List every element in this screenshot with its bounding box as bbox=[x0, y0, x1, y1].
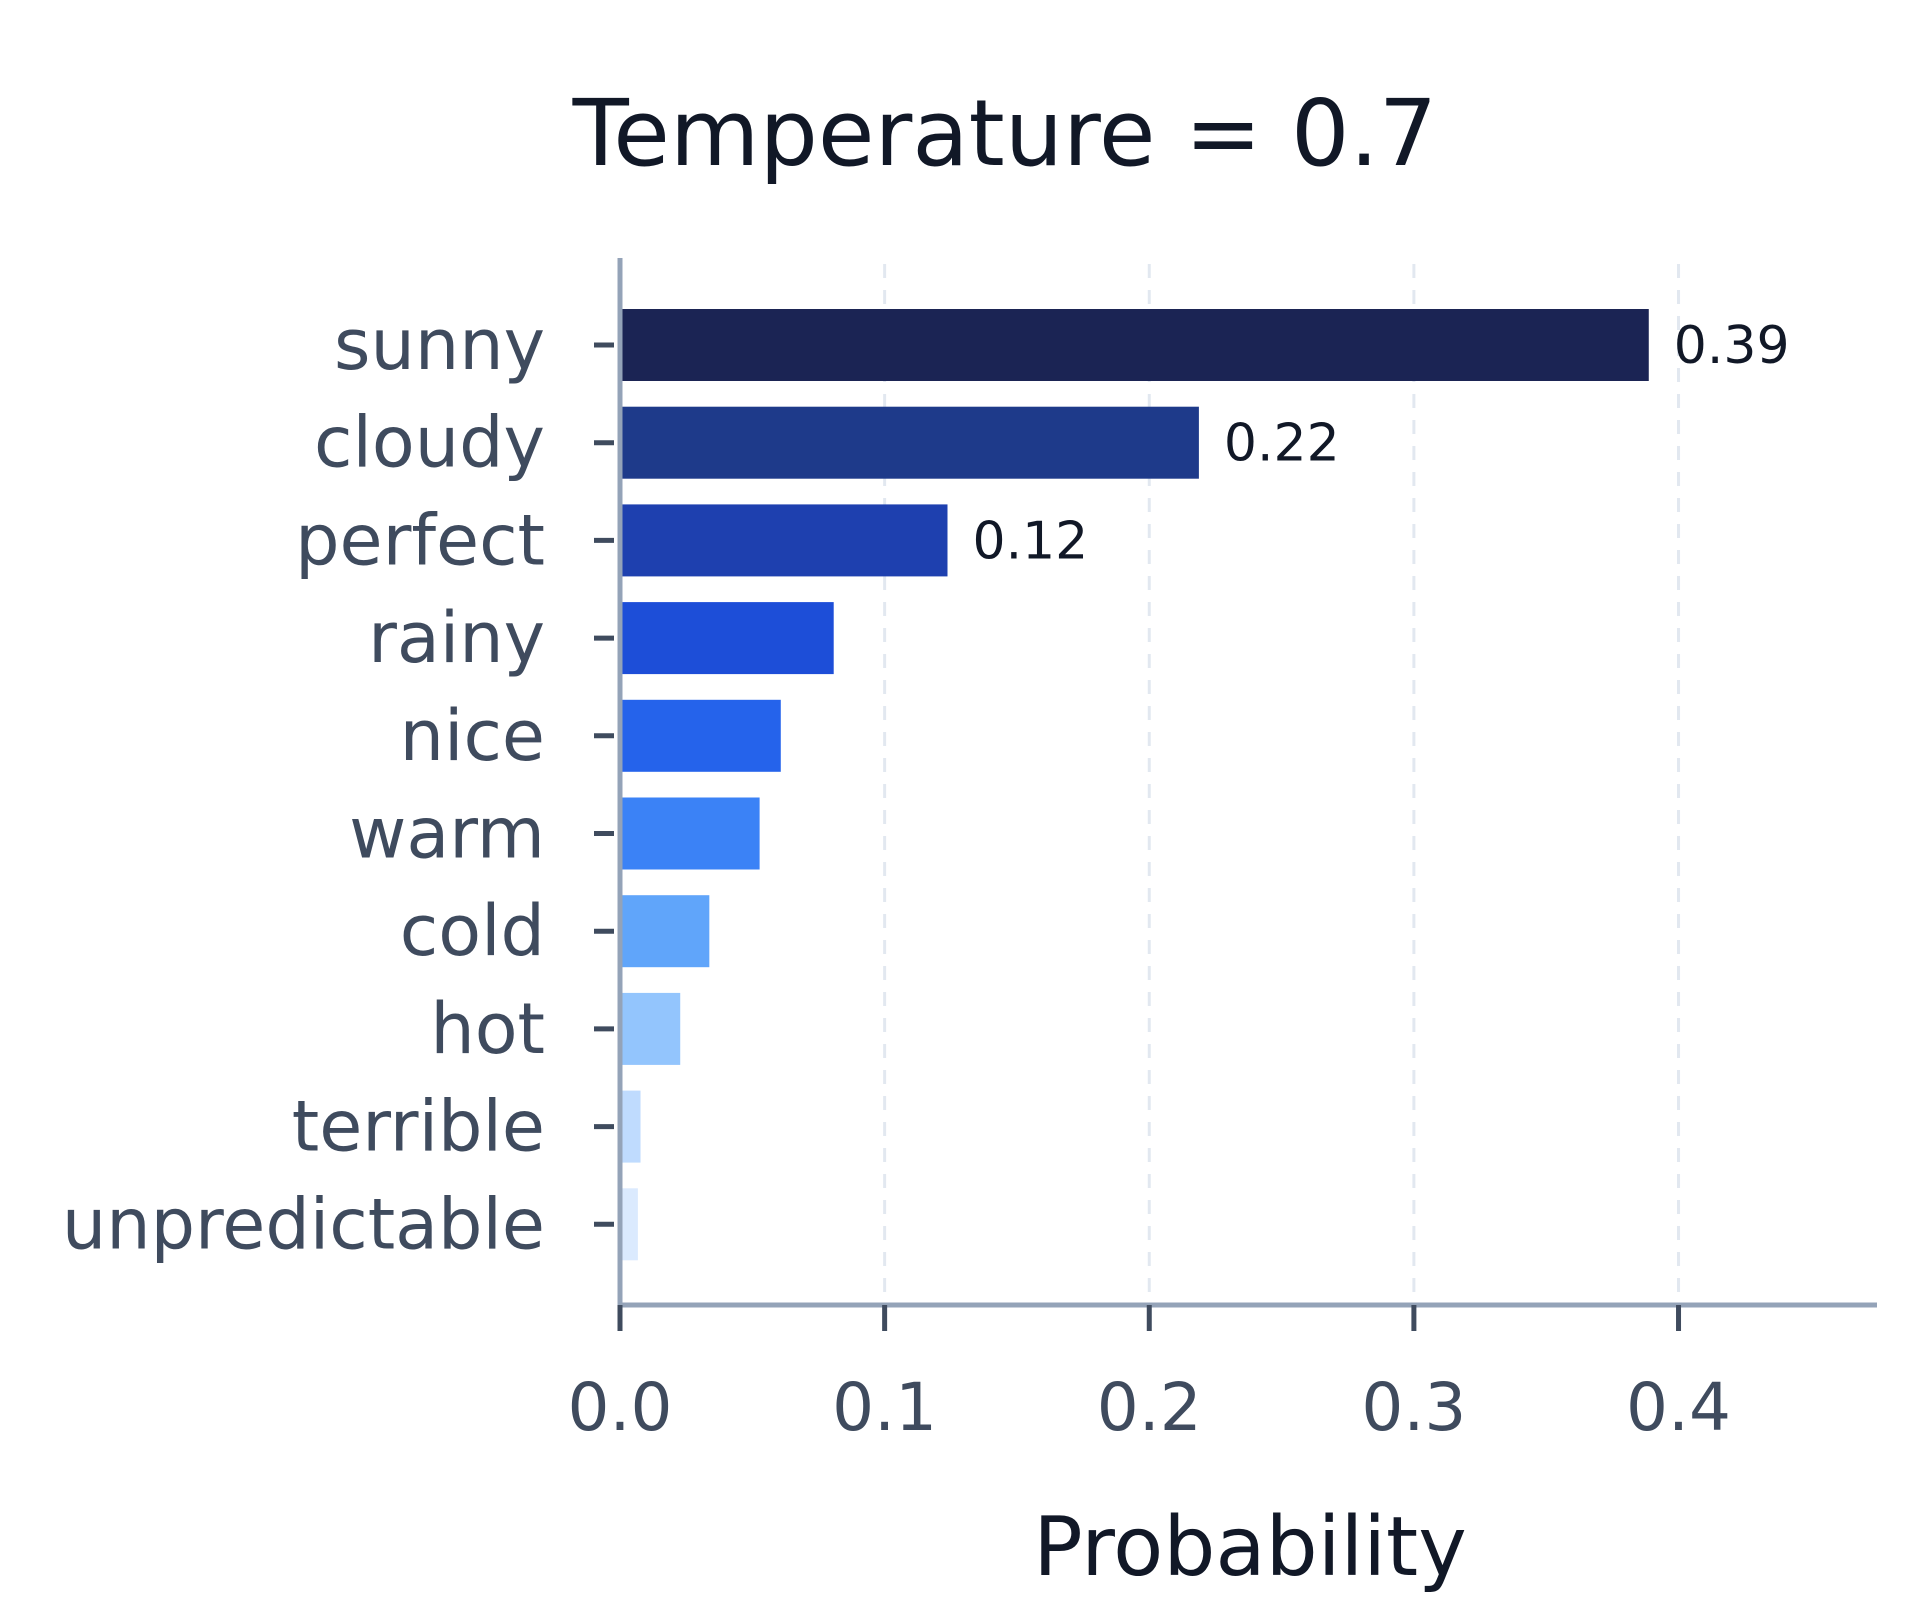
category-label-terrible: terrible bbox=[292, 1086, 545, 1168]
labels-layer: 0.39 sunny 0.22 cloudy 0.12 perfect rainy nice w… bbox=[62, 304, 1790, 1446]
category-label-sunny: sunny bbox=[334, 304, 545, 386]
bar-warm bbox=[622, 797, 760, 870]
grid-layer bbox=[883, 264, 1681, 1305]
bars-layer bbox=[622, 309, 1649, 1261]
category-label-nice: nice bbox=[400, 695, 545, 777]
value-label-sunny: 0.39 bbox=[1674, 316, 1790, 376]
bar-rainy bbox=[622, 602, 834, 675]
x-tick-label-3: 0.3 bbox=[1361, 1369, 1466, 1446]
bar-perfect bbox=[622, 504, 948, 577]
bar-nice bbox=[622, 699, 781, 772]
bar-hot bbox=[622, 992, 681, 1065]
axes-layer bbox=[594, 258, 1877, 1331]
x-tick-label-4: 0.4 bbox=[1626, 1369, 1731, 1446]
bar-terrible bbox=[622, 1090, 641, 1163]
value-label-perfect: 0.12 bbox=[972, 511, 1088, 571]
bar-cold bbox=[622, 895, 710, 968]
chart-title: Temperature = 0.7 bbox=[572, 80, 1438, 187]
bar-cloudy bbox=[622, 406, 1199, 479]
bar-unpredictable bbox=[622, 1188, 638, 1261]
x-tick-label-0: 0.0 bbox=[568, 1369, 673, 1446]
x-tick-label-1: 0.1 bbox=[832, 1369, 937, 1446]
value-label-cloudy: 0.22 bbox=[1224, 414, 1340, 474]
category-label-cold: cold bbox=[400, 890, 545, 972]
bar-sunny bbox=[622, 309, 1649, 381]
category-label-unpredictable: unpredictable bbox=[62, 1183, 545, 1265]
category-label-hot: hot bbox=[430, 988, 545, 1070]
x-axis-label: Probability bbox=[1033, 1500, 1466, 1595]
x-tick-label-2: 0.2 bbox=[1097, 1369, 1202, 1446]
category-label-perfect: perfect bbox=[295, 499, 545, 581]
category-label-rainy: rainy bbox=[368, 597, 545, 679]
category-label-cloudy: cloudy bbox=[314, 402, 545, 484]
category-label-warm: warm bbox=[349, 793, 545, 875]
